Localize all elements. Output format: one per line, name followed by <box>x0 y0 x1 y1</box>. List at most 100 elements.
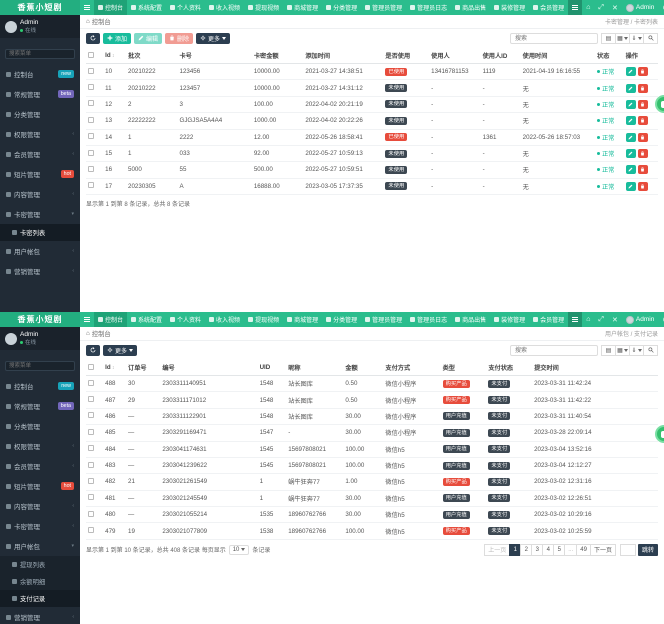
row-checkbox[interactable] <box>88 149 94 156</box>
sidebar-item-5[interactable]: 短片管理 hot <box>0 476 80 496</box>
row-checkbox[interactable] <box>88 100 94 107</box>
column-header[interactable]: 操作 <box>623 48 658 64</box>
fullscreen-icon[interactable]: ⤢ <box>598 3 605 11</box>
prev-page-button[interactable]: 上一页 <box>484 543 511 556</box>
row-delete-button[interactable] <box>637 99 648 109</box>
next-page-button[interactable]: 下一页 <box>589 543 616 556</box>
sidebar-item-3[interactable]: 权限管理 ‹ <box>0 124 80 144</box>
row-edit-button[interactable] <box>625 67 636 77</box>
search-button[interactable] <box>643 33 658 44</box>
sidebar-toggle-button[interactable] <box>568 312 583 327</box>
row-checkbox[interactable] <box>88 84 94 91</box>
sidebar-item-0[interactable]: 控制台 new <box>0 64 80 84</box>
column-header[interactable]: 使用时间 <box>520 48 596 64</box>
nav-item-2[interactable]: 个人资料 <box>166 312 205 327</box>
columns-button[interactable]: ▦ <box>615 345 630 356</box>
add-button[interactable]: 添加 <box>103 33 132 44</box>
sidebar-search-input[interactable] <box>5 49 75 59</box>
column-header[interactable]: 昵称 <box>286 360 344 376</box>
float-service-button[interactable] <box>655 95 664 113</box>
row-checkbox[interactable] <box>88 379 94 386</box>
refresh-button[interactable] <box>86 33 100 44</box>
row-edit-button[interactable] <box>625 149 636 159</box>
table-search-input[interactable] <box>510 33 598 44</box>
row-edit-button[interactable] <box>625 181 636 191</box>
per-page-select[interactable]: 10 <box>228 544 250 555</box>
row-checkbox[interactable] <box>88 67 94 74</box>
column-header[interactable]: Id ↕ <box>103 360 127 376</box>
row-edit-button[interactable] <box>625 165 636 175</box>
sidebar-item-9[interactable]: 营销管理 ‹ <box>0 261 80 281</box>
float-service-button[interactable] <box>655 425 664 443</box>
column-header[interactable]: 订单号 <box>126 360 161 376</box>
sidebar-item-7[interactable]: 卡密管理 ‹ <box>0 516 80 536</box>
nav-item-11[interactable]: 会员管理 <box>529 312 568 327</box>
admin-menu[interactable]: Admin <box>622 3 658 12</box>
sidebar-item-7[interactable]: 卡密管理 ▾ <box>0 204 80 224</box>
select-all-checkbox[interactable] <box>88 51 94 58</box>
row-checkbox[interactable] <box>88 428 94 435</box>
sidebar-subitem-2[interactable]: 支付记录 <box>0 590 80 607</box>
page-button-49[interactable]: 49 <box>576 543 591 556</box>
clear-cache-icon[interactable]: ✕ <box>612 4 618 12</box>
common-search-button[interactable]: ▤ <box>601 33 616 44</box>
nav-item-3[interactable]: 收入视频 <box>205 312 244 327</box>
row-edit-button[interactable] <box>625 83 636 93</box>
page-button-5[interactable]: 5 <box>553 543 566 556</box>
row-checkbox[interactable] <box>88 116 94 123</box>
fullscreen-icon[interactable]: ⤢ <box>598 315 605 323</box>
row-checkbox[interactable] <box>88 510 94 517</box>
common-search-button[interactable]: ▤ <box>601 345 616 356</box>
home-icon[interactable]: ⌂ <box>586 4 591 11</box>
row-checkbox[interactable] <box>88 182 94 189</box>
nav-item-0[interactable]: 控制台 <box>94 312 128 327</box>
sidebar-item-1[interactable]: 常规管理 beta <box>0 84 80 104</box>
column-header[interactable]: Id ↕ <box>103 48 127 64</box>
column-header[interactable]: 使用人 <box>429 48 481 64</box>
row-delete-button[interactable] <box>637 149 648 159</box>
nav-item-11[interactable]: 会员管理 <box>529 0 568 15</box>
nav-item-2[interactable]: 个人资料 <box>166 0 205 15</box>
sidebar-subitem-0[interactable]: 卡密列表 <box>0 224 80 241</box>
column-header[interactable]: 是否使用 <box>383 48 430 64</box>
search-button[interactable] <box>643 345 658 356</box>
nav-item-5[interactable]: 商城管理 <box>283 312 322 327</box>
sidebar-toggle-button[interactable] <box>568 0 583 15</box>
row-checkbox[interactable] <box>88 461 94 468</box>
admin-menu[interactable]: Admin <box>622 315 658 324</box>
column-header[interactable]: 状态 <box>595 48 624 64</box>
nav-collapse-toggle[interactable] <box>80 312 94 327</box>
nav-item-6[interactable]: 分类管理 <box>322 0 361 15</box>
row-delete-button[interactable] <box>637 165 648 175</box>
settings-icon[interactable]: ⚙ <box>658 316 664 324</box>
nav-item-1[interactable]: 系统配置 <box>127 0 166 15</box>
nav-item-0[interactable]: 控制台 <box>94 0 128 15</box>
column-header[interactable]: 金额 <box>343 360 384 376</box>
nav-item-7[interactable]: 管理员管理 <box>361 0 406 15</box>
clear-cache-icon[interactable]: ✕ <box>612 316 618 324</box>
row-delete-button[interactable] <box>637 67 648 77</box>
column-header[interactable]: 卡密金额 <box>251 48 304 64</box>
sidebar-item-6[interactable]: 内容管理 ‹ <box>0 184 80 204</box>
nav-item-9[interactable]: 商品出售 <box>451 312 490 327</box>
sidebar-item-5[interactable]: 短片管理 hot <box>0 164 80 184</box>
refresh-button[interactable] <box>86 345 100 356</box>
page-jump-button[interactable]: 跳转 <box>637 543 658 556</box>
column-header[interactable]: 类型 <box>440 360 487 376</box>
column-header[interactable]: 卡号 <box>177 48 252 64</box>
nav-item-8[interactable]: 管理员日志 <box>406 0 451 15</box>
sidebar-item-2[interactable]: 分类管理 <box>0 416 80 436</box>
nav-item-3[interactable]: 收入视频 <box>205 0 244 15</box>
sidebar-item-4[interactable]: 会员管理 ‹ <box>0 456 80 476</box>
nav-item-8[interactable]: 管理员日志 <box>406 312 451 327</box>
row-delete-button[interactable] <box>637 83 648 93</box>
sidebar-subitem-1[interactable]: 余额明细 <box>0 573 80 590</box>
more-button[interactable]: 更多 <box>103 345 138 356</box>
nav-collapse-toggle[interactable] <box>80 0 94 15</box>
row-checkbox[interactable] <box>88 396 94 403</box>
settings-icon[interactable]: ⚙ <box>658 4 664 12</box>
row-checkbox[interactable] <box>88 494 94 501</box>
nav-item-4[interactable]: 提现视频 <box>244 312 283 327</box>
column-header[interactable]: 添加时间 <box>303 48 384 64</box>
row-checkbox[interactable] <box>88 412 94 419</box>
